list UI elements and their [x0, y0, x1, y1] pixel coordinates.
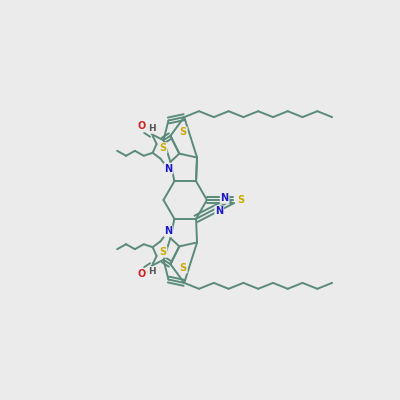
Text: S: S — [160, 247, 166, 257]
Text: O: O — [138, 121, 146, 131]
Text: N: N — [164, 226, 172, 236]
Text: S: S — [160, 143, 166, 153]
Text: S: S — [180, 263, 187, 273]
Text: H: H — [148, 267, 156, 276]
Text: S: S — [237, 195, 244, 205]
Text: N: N — [215, 206, 223, 216]
Text: O: O — [138, 269, 146, 279]
Text: N: N — [220, 193, 229, 203]
Text: N: N — [164, 164, 172, 174]
Text: S: S — [180, 127, 187, 137]
Text: H: H — [148, 124, 156, 133]
